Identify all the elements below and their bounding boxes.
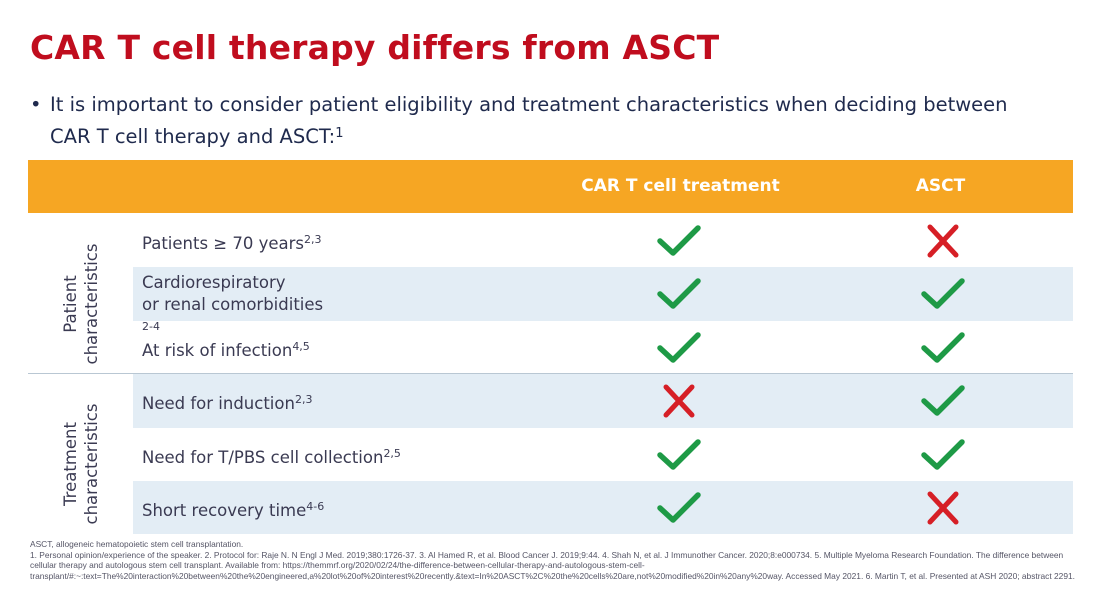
table-row: Need for induction2,3 (133, 374, 1073, 428)
check-icon (920, 276, 966, 312)
check-icon (920, 330, 966, 366)
row-ref: 4-6 (306, 500, 325, 513)
check-icon (656, 437, 702, 473)
check-icon (920, 437, 966, 473)
header-car-t: CAR T cell treatment (581, 176, 780, 196)
row-ref: 2-4 (142, 320, 160, 333)
row-ref: 4,5 (292, 340, 310, 353)
row-label: Short recovery time4-6 (142, 500, 325, 520)
row-label: Patients ≥ 70 years2,3 (142, 233, 322, 253)
check-icon (656, 223, 702, 259)
footnotes: ASCT, allogeneic hematopoietic stem cell… (30, 539, 1080, 581)
check-icon (656, 490, 702, 526)
group-divider (28, 373, 1073, 374)
table-row: Short recovery time4-6 (133, 481, 1073, 534)
group-label-treatment: Treatment characteristics (61, 403, 101, 525)
table-row: Cardiorespiratory or renal comorbidities 2… (133, 267, 1073, 333)
table-header: CAR T cell treatment ASCT (28, 160, 1073, 213)
footnote-refs: 1. Personal opinion/experience of the sp… (30, 549, 1075, 581)
footnote-abbrev: ASCT, allogeneic hematopoietic stem cell… (30, 539, 244, 549)
bullet-ref: 1 (335, 126, 344, 141)
cross-icon (656, 383, 702, 419)
row-label: Need for T/PBS cell collection2,5 (142, 447, 401, 467)
row-ref: 2,3 (304, 233, 322, 246)
check-icon (656, 276, 702, 312)
check-icon (656, 330, 702, 366)
slide-title: CAR T cell therapy differs from ASCT (30, 28, 720, 67)
check-icon (920, 383, 966, 419)
group-label-patient: Patient characteristics (61, 243, 101, 365)
bullet-dot: • (30, 93, 42, 116)
row-label: Cardiorespiratory or renal comorbidities 2… (142, 273, 324, 333)
row-label: At risk of infection4,5 (142, 340, 310, 360)
table-row: At risk of infection4,5 (133, 321, 1073, 374)
bullet-text: It is important to consider patient elig… (50, 93, 1008, 148)
table-row: Patients ≥ 70 years2,3 (133, 214, 1073, 267)
row-ref: 2,5 (383, 447, 401, 460)
cross-icon (920, 223, 966, 259)
row-ref: 2,3 (294, 393, 313, 406)
table-row: Need for T/PBS cell collection2,5 (133, 428, 1073, 481)
cross-icon (920, 490, 966, 526)
header-asct: ASCT (915, 176, 966, 196)
row-label: Need for induction2,3 (142, 393, 313, 413)
